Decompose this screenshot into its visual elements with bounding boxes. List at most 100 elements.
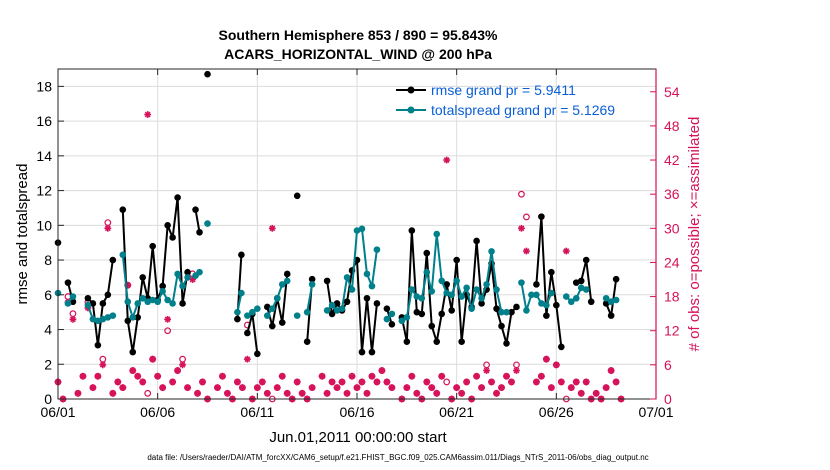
rmse-point [94, 341, 102, 349]
obs-assimilated-point [179, 361, 186, 369]
x-tick-label: 06/26 [539, 404, 574, 420]
legend-spread-marker [407, 106, 415, 114]
obs-assimilated-point [273, 384, 281, 392]
obs-assimilated-point [298, 389, 306, 397]
obs-assimilated-point [602, 384, 610, 392]
obs-assimilated-point [562, 247, 570, 255]
y-tick-label-right: 54 [664, 84, 680, 100]
legend: rmse grand pr = 5.9411 totalspread grand… [396, 82, 615, 118]
obs-assimilated-point [473, 372, 480, 380]
obs-assimilated-point [74, 389, 82, 397]
spread-point [154, 298, 161, 306]
obs-assimilated-point [433, 389, 441, 397]
obs-assimilated-point [577, 389, 585, 397]
spread-point [383, 315, 391, 323]
spread-point [144, 298, 151, 306]
obs-assimilated-point [258, 378, 266, 386]
obs-assimilated-point [567, 384, 575, 392]
obs-assimilated-point [607, 367, 615, 374]
rmse-point [572, 279, 580, 286]
obs-assimilated-point [582, 378, 590, 386]
spread-point [268, 305, 276, 312]
x-tick-label: 06/11 [240, 404, 274, 420]
obs-assimilated-point [89, 384, 97, 392]
rmse-point [533, 281, 540, 288]
rmse-point [119, 206, 127, 213]
rmse-point [134, 314, 142, 321]
obs-assimilated-point [612, 378, 620, 386]
obs-assimilated-point [453, 384, 461, 392]
obs-assimilated-point [368, 372, 376, 380]
obs-assimilated-point [104, 224, 112, 232]
rmse-point [363, 294, 371, 302]
spread-point [473, 286, 480, 293]
rmse-point [328, 310, 336, 318]
rmse-line-segment [121, 196, 189, 354]
spread-point [538, 300, 545, 307]
spread-point [503, 308, 510, 316]
y-tick-label-right: 48 [664, 118, 680, 134]
rmse-point [433, 338, 441, 345]
rmse-line-segment [194, 209, 201, 233]
obs-assimilated-point [238, 384, 246, 392]
obs-assimilated-point [383, 378, 391, 386]
rmse-point [264, 303, 271, 311]
spread-point [493, 286, 500, 293]
rmse-point [443, 281, 451, 288]
rmse-point [124, 317, 132, 325]
spread-point [448, 291, 455, 299]
rmse-point [84, 294, 92, 302]
obs-assimilated-point [333, 384, 341, 392]
spread-point [293, 312, 301, 319]
spread-point [518, 279, 525, 286]
obs-assimilated-point [547, 384, 555, 392]
obs-assimilated-point [234, 378, 241, 386]
obs-assimilated-point [318, 372, 326, 380]
obs-assimilated-point [169, 378, 177, 386]
obs-assimilated-point [253, 384, 261, 392]
obs-assimilated-point [542, 355, 550, 363]
obs-possible-point [144, 389, 152, 397]
spread-point [498, 308, 505, 316]
x-tick-label: 06/16 [339, 404, 374, 420]
obs-assimilated-point [508, 378, 515, 386]
rmse-point [64, 279, 72, 286]
rmse-point [448, 307, 455, 314]
spread-point [443, 289, 451, 297]
spread-point [338, 305, 346, 312]
spread-point [563, 293, 570, 300]
rmse-point [308, 275, 316, 283]
obs-assimilated-point [513, 367, 520, 374]
obs-assimilated-point [293, 378, 301, 386]
spread-point [238, 289, 245, 297]
rmse-point [139, 274, 147, 281]
obs-assimilated-point [498, 384, 505, 392]
rmse-point [582, 256, 590, 264]
obs-assimilated-point [184, 384, 191, 392]
obs-assimilated-point [323, 389, 331, 397]
rmse-point [508, 308, 515, 316]
y-tick-label-left: 14 [36, 148, 52, 164]
spread-point [528, 291, 535, 299]
obs-assimilated-point [378, 367, 386, 374]
spread-point [69, 293, 77, 300]
obs-assimilated-point [338, 378, 346, 386]
y-tick-label-left: 4 [44, 322, 52, 338]
obs-assimilated-point [109, 389, 117, 397]
spread-point [533, 291, 540, 299]
spread-point [249, 308, 256, 316]
spread-point [408, 286, 416, 293]
obs-assimilated-point [164, 315, 172, 323]
spread-point [333, 307, 341, 314]
spread-point [104, 314, 112, 321]
rmse-point [503, 340, 510, 347]
rmse-point [174, 194, 181, 201]
rmse-point [473, 237, 480, 245]
obs-assimilated-point [159, 384, 167, 392]
rmse-point [149, 242, 156, 250]
obs-assimilated-point [144, 111, 152, 118]
spread-point [119, 251, 127, 259]
obs-assimilated-point [488, 378, 495, 386]
rmse-point [323, 277, 331, 285]
spread-point [577, 284, 585, 292]
